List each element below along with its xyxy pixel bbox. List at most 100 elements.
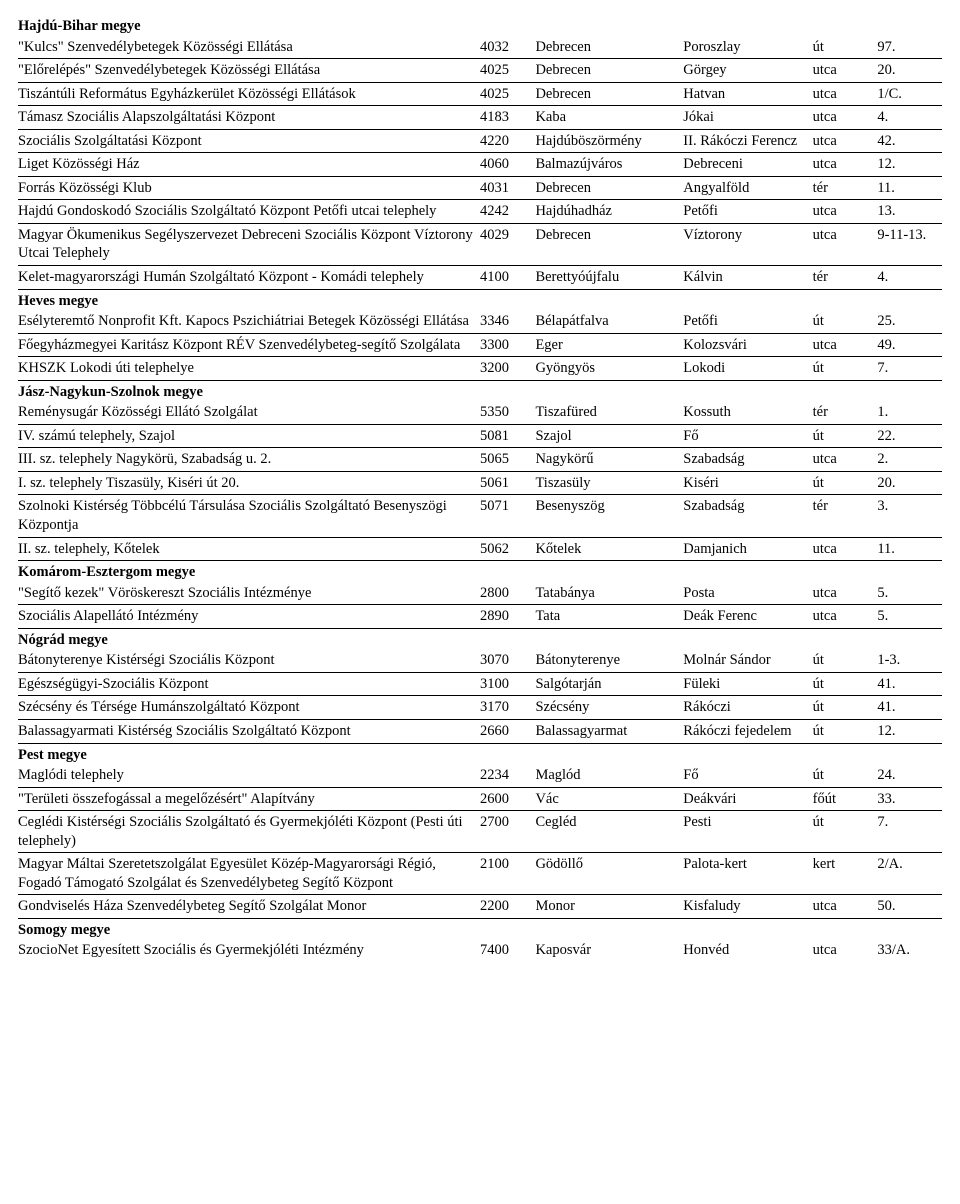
cell-number: 11.	[877, 537, 942, 561]
cell-number: 1.	[877, 402, 942, 424]
cell-name: Tiszántúli Református Egyházkerület Közö…	[18, 82, 480, 106]
section-header-row: Komárom-Esztergom megye	[18, 561, 942, 583]
cell-number: 33.	[877, 787, 942, 811]
table-row: Forrás Közösségi Klub4031DebrecenAngyalf…	[18, 176, 942, 200]
cell-city: Kaposvár	[535, 940, 683, 961]
cell-city: Monor	[535, 895, 683, 919]
table-row: Maglódi telephely2234MaglódFőút24.	[18, 765, 942, 787]
table-row: Egészségügyi-Szociális Központ3100Salgót…	[18, 672, 942, 696]
cell-street-type: utca	[813, 583, 878, 605]
cell-city: Cegléd	[535, 811, 683, 853]
cell-name: "Segítő kezek" Vöröskereszt Szociális In…	[18, 583, 480, 605]
section-header: Somogy megye	[18, 918, 942, 940]
cell-city: Szajol	[535, 424, 683, 448]
table-row: Bátonyterenye Kistérségi Szociális Közpo…	[18, 650, 942, 672]
cell-city: Debrecen	[535, 176, 683, 200]
cell-number: 5.	[877, 605, 942, 629]
cell-street: Poroszlay	[683, 37, 812, 59]
cell-name: Balassagyarmati Kistérség Szociális Szol…	[18, 719, 480, 743]
cell-city: Debrecen	[535, 37, 683, 59]
cell-city: Bátonyterenye	[535, 650, 683, 672]
table-row: Reménysugár Közösségi Ellátó Szolgálat53…	[18, 402, 942, 424]
cell-zip: 2890	[480, 605, 535, 629]
cell-street-type: tér	[813, 266, 878, 290]
cell-number: 7.	[877, 357, 942, 381]
table-row: Liget Közösségi Ház4060BalmazújvárosDebr…	[18, 153, 942, 177]
cell-street: Szabadság	[683, 448, 812, 472]
section-header: Pest megye	[18, 743, 942, 765]
cell-name: Támasz Szociális Alapszolgáltatási Közpo…	[18, 106, 480, 130]
cell-number: 41.	[877, 696, 942, 720]
cell-city: Szécsény	[535, 696, 683, 720]
cell-street: Damjanich	[683, 537, 812, 561]
cell-street-type: utca	[813, 106, 878, 130]
cell-city: Besenyszög	[535, 495, 683, 537]
cell-street: Petőfi	[683, 311, 812, 333]
cell-number: 12.	[877, 719, 942, 743]
cell-name: III. sz. telephely Nagykörü, Szabadság u…	[18, 448, 480, 472]
cell-street-type: tér	[813, 495, 878, 537]
cell-city: Debrecen	[535, 223, 683, 265]
cell-street-type: út	[813, 311, 878, 333]
cell-number: 4.	[877, 106, 942, 130]
cell-name: Magyar Ökumenikus Segélyszervezet Debrec…	[18, 223, 480, 265]
cell-street-type: utca	[813, 537, 878, 561]
cell-street: Deák Ferenc	[683, 605, 812, 629]
table-row: Magyar Máltai Szeretetszolgálat Egyesüle…	[18, 853, 942, 895]
cell-name: SzocioNet Egyesített Szociális és Gyerme…	[18, 940, 480, 961]
cell-street-type: utca	[813, 223, 878, 265]
section-header-row: Somogy megye	[18, 918, 942, 940]
cell-number: 97.	[877, 37, 942, 59]
cell-name: KHSZK Lokodi úti telephelye	[18, 357, 480, 381]
cell-street-type: kert	[813, 853, 878, 895]
cell-number: 12.	[877, 153, 942, 177]
table-row: Tiszántúli Református Egyházkerület Közö…	[18, 82, 942, 106]
cell-street: Füleki	[683, 672, 812, 696]
cell-street: Hatvan	[683, 82, 812, 106]
cell-street: Rákóczi	[683, 696, 812, 720]
cell-zip: 5350	[480, 402, 535, 424]
cell-zip: 7400	[480, 940, 535, 961]
cell-zip: 4060	[480, 153, 535, 177]
cell-name: Szociális Alapellátó Intézmény	[18, 605, 480, 629]
cell-zip: 3170	[480, 696, 535, 720]
cell-street-type: utca	[813, 333, 878, 357]
table-row: III. sz. telephely Nagykörü, Szabadság u…	[18, 448, 942, 472]
cell-zip: 2600	[480, 787, 535, 811]
cell-zip: 3346	[480, 311, 535, 333]
cell-number: 42.	[877, 129, 942, 153]
cell-street: Víztorony	[683, 223, 812, 265]
cell-number: 1-3.	[877, 650, 942, 672]
cell-street-type: utca	[813, 129, 878, 153]
table-row: Gondviselés Háza Szenvedélybeteg Segítő …	[18, 895, 942, 919]
cell-zip: 2660	[480, 719, 535, 743]
table-row: IV. számú telephely, Szajol5081SzajolFőú…	[18, 424, 942, 448]
cell-zip: 2200	[480, 895, 535, 919]
cell-street: Görgey	[683, 59, 812, 83]
cell-street: II. Rákóczi Ferencz	[683, 129, 812, 153]
cell-city: Eger	[535, 333, 683, 357]
cell-zip: 3070	[480, 650, 535, 672]
cell-street: Pesti	[683, 811, 812, 853]
cell-city: Gödöllő	[535, 853, 683, 895]
cell-number: 4.	[877, 266, 942, 290]
table-row: I. sz. telephely Tiszasüly, Kiséri út 20…	[18, 471, 942, 495]
cell-zip: 3300	[480, 333, 535, 357]
cell-number: 9-11-13.	[877, 223, 942, 265]
address-table: Hajdú-Bihar megye"Kulcs" Szenvedélybeteg…	[18, 16, 942, 961]
cell-zip: 5081	[480, 424, 535, 448]
section-header: Heves megye	[18, 289, 942, 311]
cell-name: Főegyházmegyei Karitász Központ RÉV Szen…	[18, 333, 480, 357]
table-row: Ceglédi Kistérségi Szociális Szolgáltató…	[18, 811, 942, 853]
cell-street: Honvéd	[683, 940, 812, 961]
cell-street: Deákvári	[683, 787, 812, 811]
cell-name: Szolnoki Kistérség Többcélú Társulása Sz…	[18, 495, 480, 537]
cell-zip: 4032	[480, 37, 535, 59]
cell-street: Kiséri	[683, 471, 812, 495]
cell-zip: 4220	[480, 129, 535, 153]
cell-street-type: főút	[813, 787, 878, 811]
section-header: Jász-Nagykun-Szolnok megye	[18, 380, 942, 402]
cell-name: IV. számú telephely, Szajol	[18, 424, 480, 448]
table-row: Szécsény és Térsége Humánszolgáltató Köz…	[18, 696, 942, 720]
table-row: SzocioNet Egyesített Szociális és Gyerme…	[18, 940, 942, 961]
